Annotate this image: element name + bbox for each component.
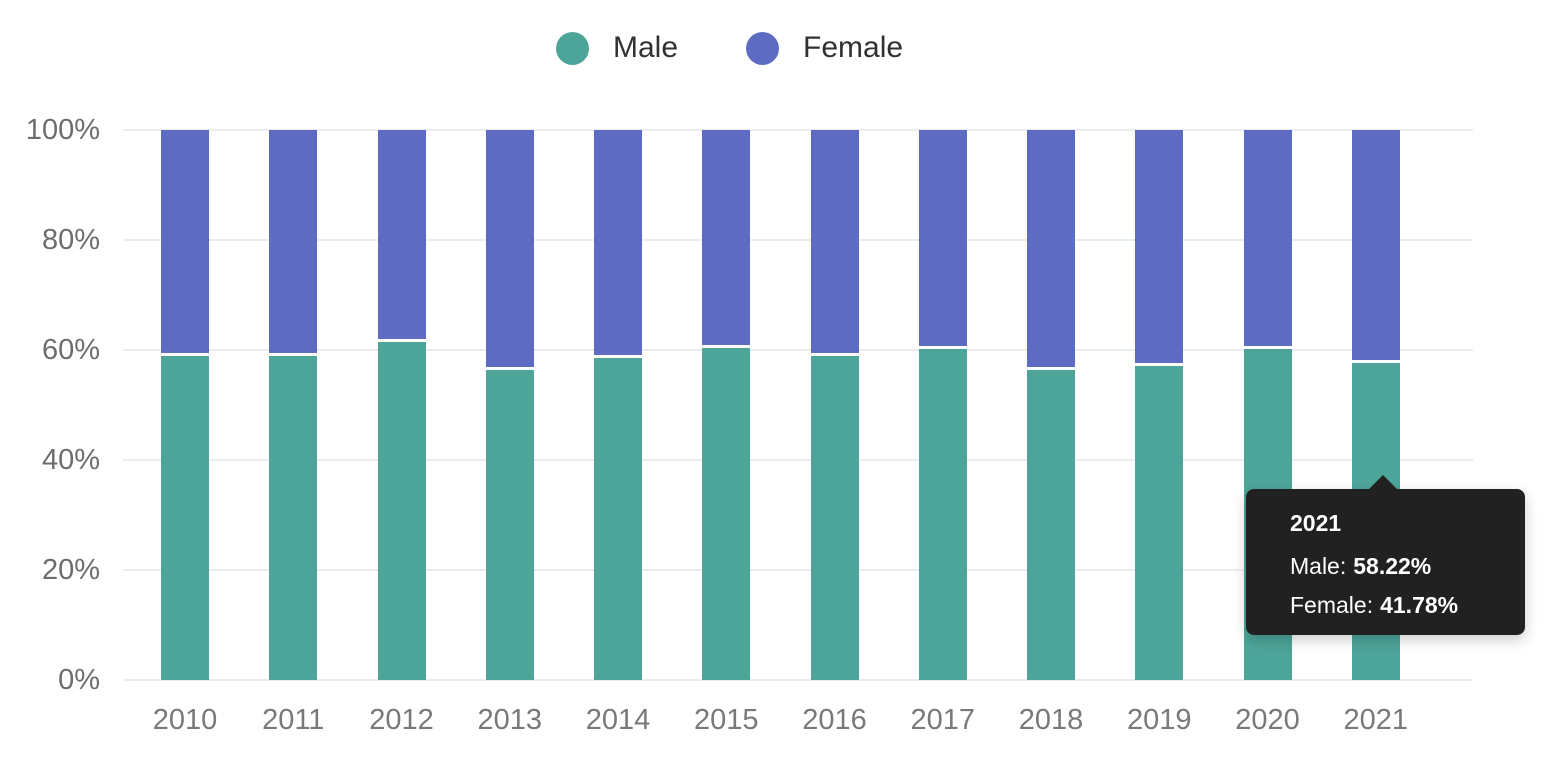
- bar-2014-male[interactable]: [594, 354, 642, 680]
- bar-2010-female[interactable]: [161, 130, 209, 354]
- bar-2019-male[interactable]: [1135, 363, 1184, 680]
- gridline-40%: [123, 459, 1473, 461]
- gridline-80%: [123, 239, 1473, 241]
- legend-item-female[interactable]: Female: [746, 30, 903, 66]
- tooltip-row-male: Male: 58.22%: [1290, 547, 1525, 586]
- bar-2011-male[interactable]: [269, 352, 318, 680]
- tooltip-female-value: 41.78%: [1380, 592, 1459, 618]
- x-axis-label-2019: 2019: [1126, 704, 1192, 736]
- x-axis-label-2010: 2010: [152, 704, 218, 736]
- y-axis-label-80%: 80%: [41, 224, 100, 256]
- tooltip-male-value: 58.22%: [1353, 553, 1432, 579]
- gridline-20%: [123, 569, 1473, 571]
- tooltip-male-label: Male:: [1290, 553, 1347, 579]
- legend-label-male: Male: [613, 31, 679, 64]
- bar-2011-female[interactable]: [269, 130, 318, 353]
- female-legend-dot-icon: [746, 31, 780, 65]
- x-axis-label-2011: 2011: [262, 704, 325, 736]
- bar-2016-female[interactable]: [810, 130, 859, 354]
- bar-2010-male[interactable]: [161, 353, 209, 680]
- bar-2015-female[interactable]: [702, 130, 751, 345]
- bar-2017-male[interactable]: [918, 346, 967, 680]
- y-axis-label-0%: 0%: [58, 664, 100, 696]
- x-axis-label-2013: 2013: [477, 704, 543, 736]
- bar-2012-male[interactable]: [377, 339, 426, 680]
- x-axis-label-2016: 2016: [802, 704, 867, 736]
- y-axis-label-40%: 40%: [41, 444, 100, 476]
- male-legend-dot-icon: [556, 31, 589, 65]
- bar-2012-female[interactable]: [377, 130, 426, 339]
- y-axis-label-60%: 60%: [41, 334, 100, 366]
- legend-label-female: Female: [803, 31, 904, 64]
- y-axis-label-100%: 100%: [25, 114, 100, 146]
- x-axis-label-2014: 2014: [585, 704, 651, 736]
- gridline-60%: [123, 349, 1473, 351]
- bar-2015-male[interactable]: [702, 344, 751, 680]
- bar-2014-female[interactable]: [594, 130, 642, 355]
- x-axis-label-2015: 2015: [693, 704, 759, 736]
- x-axis-label-2012: 2012: [369, 704, 434, 736]
- bar-2017-female[interactable]: [918, 130, 967, 347]
- legend: Male Female: [556, 30, 903, 66]
- bar-2021-female[interactable]: [1351, 130, 1400, 360]
- gridline-0%: [123, 679, 1473, 681]
- y-axis-label-20%: 20%: [41, 554, 100, 586]
- legend-item-male[interactable]: Male: [556, 30, 678, 66]
- x-axis-label-2021: 2021: [1343, 704, 1409, 736]
- tooltip-title: 2021: [1290, 510, 1342, 536]
- x-axis-label-2018: 2018: [1018, 704, 1084, 736]
- x-axis-label-2020: 2020: [1235, 704, 1300, 736]
- gridline-100%: [123, 129, 1473, 131]
- tooltip-female-label: Female:: [1290, 592, 1374, 618]
- tooltip-row-female: Female: 41.78%: [1290, 586, 1525, 625]
- bar-2018-female[interactable]: [1027, 130, 1075, 367]
- bar-2016-male[interactable]: [810, 353, 859, 680]
- tooltip: 2021 Male: 58.22% Female: 41.78%: [1246, 475, 1525, 635]
- bar-2020-female[interactable]: [1243, 130, 1292, 347]
- bar-2018-male[interactable]: [1027, 366, 1075, 680]
- bar-2013-male[interactable]: [485, 367, 534, 680]
- bar-2013-female[interactable]: [485, 130, 534, 368]
- bar-2019-female[interactable]: [1135, 130, 1184, 364]
- x-axis-label-2017: 2017: [910, 704, 976, 736]
- tooltip-caret-icon: [1368, 475, 1398, 490]
